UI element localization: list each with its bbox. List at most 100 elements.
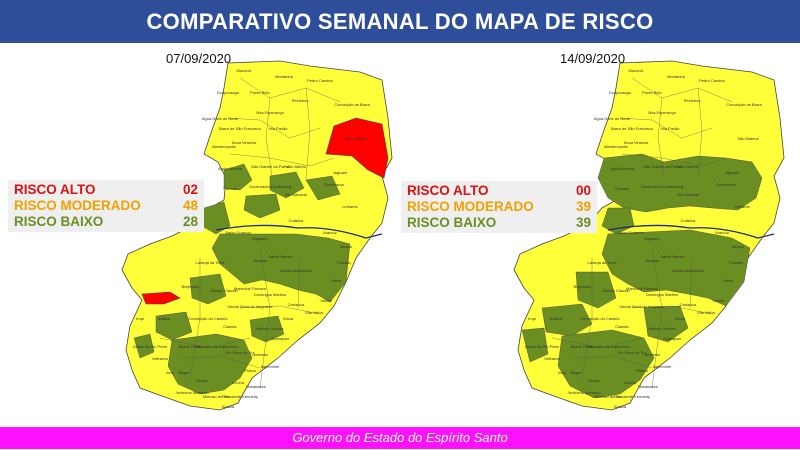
legend-value-high: 02	[182, 182, 198, 197]
legend-row-moderate: RISCO MODERADO 39	[407, 199, 591, 215]
city-label: Cariacica	[288, 302, 305, 307]
city-label: Ibiraçu	[732, 244, 744, 249]
city-label: Baixo Guandu	[617, 230, 642, 235]
low-risk-region	[155, 311, 193, 341]
city-label: São Gabriel da Palha	[251, 164, 290, 169]
city-label: Vila Valério	[286, 164, 307, 169]
city-label: Cachoeiro de Itapemirim	[194, 344, 238, 349]
city-label: Mantenópolis	[212, 144, 236, 149]
low-risk-region	[249, 315, 285, 343]
city-labels-week-1: Mucurici Montanha Pedro Canário Ecoporanga P…	[133, 68, 370, 409]
city-label: Dores do Rio Preto	[133, 344, 168, 349]
city-label: Vila Pavão	[268, 126, 288, 131]
low-risk-region	[597, 153, 763, 213]
risk-map-week-2: Mucurici Montanha Pedro Canário Ecoporanga P…	[512, 58, 792, 418]
city-label: Fundão	[729, 260, 743, 265]
city-label: Viana	[283, 316, 294, 321]
legend-row-moderate: RISCO MODERADO 48	[14, 198, 198, 214]
city-label: Pinheiros	[292, 98, 309, 103]
city-label: Ponto Belo	[250, 90, 270, 95]
city-label: Jerônimo Monteiro	[567, 390, 601, 395]
legend-row-low: RISCO BAIXO 28	[14, 214, 198, 230]
city-label: Iúna	[166, 370, 175, 375]
city-label: São Mateus	[345, 136, 366, 141]
low-risk-region	[243, 193, 281, 219]
risk-map-svg-week-1: Mucurici Montanha Pedro Canário Ecoporanga P…	[121, 60, 393, 411]
date-label-week-2: 14/09/2020	[560, 51, 626, 66]
city-label: Linhares	[342, 204, 357, 209]
city-label: Vila Velha	[697, 310, 715, 315]
risk-map-week-1: Mucurici Montanha Pedro Canário Ecoporanga P…	[120, 58, 400, 418]
city-label: Laranja da Terra	[195, 260, 225, 265]
city-label: Muniz Freire	[179, 344, 202, 349]
city-label: Ibitirama	[152, 356, 168, 361]
city-label: Irupi	[136, 316, 144, 321]
city-label: Aracruz	[715, 230, 729, 235]
river-line	[607, 224, 775, 239]
city-label: Rio Novo do Sul	[226, 350, 255, 355]
city-label: Águia Branca	[610, 166, 635, 171]
city-label: Jaguaré	[725, 170, 740, 175]
city-label: Anchieta	[252, 352, 268, 357]
city-label: São Gabriel da Palha	[643, 164, 682, 169]
city-label: Ibiraçu	[340, 244, 352, 249]
city-label: Alegre	[570, 370, 582, 375]
city-label: Colatina	[681, 218, 696, 223]
city-label: Dores do Rio Preto	[525, 344, 560, 349]
city-label: Mimoso do Sul	[595, 394, 622, 399]
city-label: Muqui	[589, 378, 600, 383]
city-label: Itaguaçu	[252, 236, 267, 241]
city-label: Viana	[675, 316, 686, 321]
city-label: Santa Leopoldina	[672, 268, 704, 273]
low-risk-region	[541, 303, 593, 337]
low-risk-region	[211, 233, 351, 303]
city-label: Guarapari	[663, 336, 681, 341]
low-risk-region	[521, 327, 549, 363]
low-risk-region	[269, 171, 305, 199]
city-label: Alfredo Chaves	[648, 326, 675, 331]
city-label: Ecoporanga	[609, 90, 631, 95]
city-label: Castelo	[223, 324, 237, 329]
low-risk-region	[167, 333, 253, 395]
city-label: Pancas	[223, 186, 236, 191]
legend-value-low: 39	[575, 215, 591, 230]
city-label: Barra de São Francisco	[611, 126, 654, 131]
legend-value-low: 28	[182, 214, 198, 229]
city-label: Pinheiros	[684, 98, 701, 103]
legend-label-low: RISCO BAIXO	[14, 214, 104, 229]
city-label: Água Doce do Norte	[594, 116, 631, 121]
legend-value-moderate: 48	[182, 198, 198, 213]
city-label: Guarapari	[271, 336, 289, 341]
legend-row-high: RISCO ALTO 02	[14, 182, 198, 198]
city-label: Águia Branca	[218, 166, 243, 171]
city-label: Pancas	[615, 186, 628, 191]
city-label: Muqui	[197, 378, 208, 383]
city-label: Jerônimo Monteiro	[175, 390, 209, 395]
city-label: Serra	[723, 278, 734, 283]
city-label: Vitória	[712, 298, 724, 303]
city-label: Governador Lindenberg	[249, 184, 291, 189]
legend-label-moderate: RISCO MODERADO	[407, 199, 534, 214]
city-label: Santa Leopoldina	[280, 268, 312, 273]
city-label: Baixo Guandu	[225, 230, 250, 235]
legend-week-1: RISCO ALTO 02 RISCO MODERADO 48 RISCO BA…	[8, 180, 204, 232]
city-label: Iconha	[232, 380, 245, 385]
legend-label-high: RISCO ALTO	[407, 183, 489, 198]
city-label: Santa Teresa	[268, 254, 292, 259]
city-label: Brejetuba	[573, 284, 591, 289]
city-label: Afonso Cláudio	[210, 288, 238, 293]
city-label: Brejetuba	[181, 284, 199, 289]
city-label: Nova Venécia	[232, 140, 257, 145]
high-risk-region	[325, 117, 389, 179]
city-label: Presidente Kennedy	[222, 394, 258, 399]
city-label: Ibitirama	[544, 356, 560, 361]
city-label: Venda Nova do Imigrante	[619, 304, 665, 309]
city-label: Ponto Belo	[642, 90, 662, 95]
date-label-week-1: 07/09/2020	[166, 51, 232, 66]
city-label: Alegre	[178, 370, 190, 375]
high-risk-region	[141, 291, 181, 305]
city-label: Piúma	[636, 368, 648, 373]
city-label: Mantenópolis	[604, 144, 628, 149]
city-label: Marechal Floriano	[234, 286, 267, 291]
city-label: Itarana	[254, 258, 267, 263]
